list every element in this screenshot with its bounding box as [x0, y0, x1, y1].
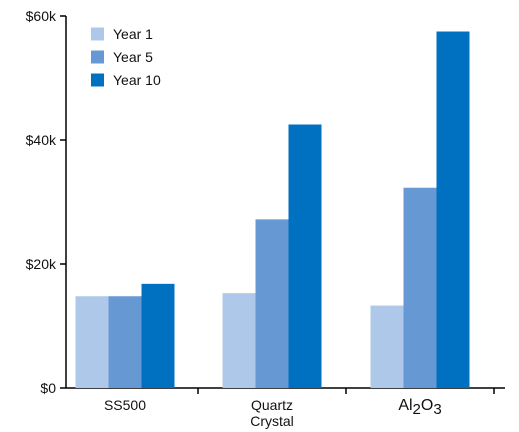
- bar-year-10: [288, 124, 322, 388]
- x-category-label: SS500: [104, 397, 146, 413]
- y-axis: $0 $20k $40k $60k: [26, 8, 67, 396]
- x-category-label-part: 3: [433, 401, 441, 418]
- legend-label: Year 5: [113, 49, 153, 65]
- bar-year-10: [436, 31, 470, 388]
- bar-year-1: [370, 305, 404, 388]
- legend-label: Year 1: [113, 26, 153, 42]
- y-tick-label: $40k: [26, 132, 57, 148]
- bar-year-5: [108, 296, 142, 388]
- x-category-label: Crystal: [250, 413, 294, 429]
- bar-year-5: [255, 219, 289, 388]
- legend-label: Year 10: [113, 72, 161, 88]
- x-category-label-part: O: [421, 397, 433, 414]
- y-tick-label: $20k: [26, 256, 57, 272]
- bar-year-10: [141, 283, 175, 388]
- x-category-label-part: Al: [398, 397, 412, 414]
- bars: [75, 31, 470, 388]
- legend-swatch: [91, 73, 104, 87]
- y-tick-label: $0: [40, 380, 56, 396]
- bar-year-5: [403, 187, 437, 388]
- x-category-label: Al2O3: [398, 397, 441, 418]
- bar-year-1: [75, 296, 109, 388]
- x-category-label: Quartz: [251, 397, 293, 413]
- legend-swatch: [91, 50, 104, 64]
- legend: Year 1 Year 5 Year 10: [91, 26, 161, 88]
- y-tick-label: $60k: [26, 8, 57, 24]
- x-category-label-part: 2: [413, 401, 421, 418]
- bar-year-1: [222, 293, 256, 388]
- legend-swatch: [91, 27, 104, 41]
